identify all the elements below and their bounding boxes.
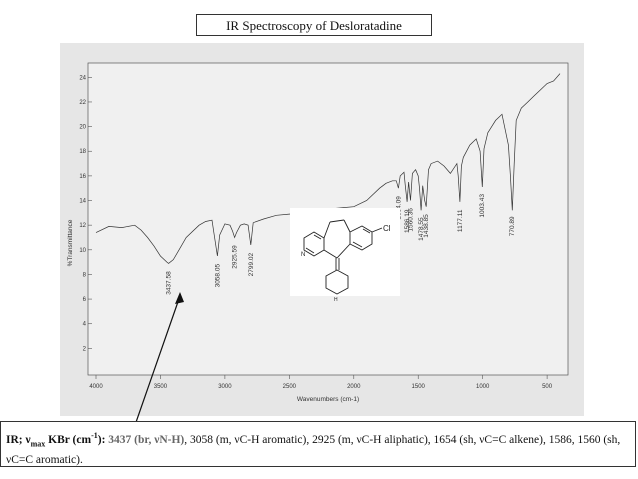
peak-label: 770.89: [509, 216, 516, 236]
peak-label: 1560.36: [407, 208, 414, 232]
peak-label: 1654.09: [395, 196, 402, 220]
structure-bonds: [303, 219, 383, 295]
caption-rest: , 3058 (m, νC-H aromatic), 2925 (m, νC-H…: [6, 433, 621, 467]
x-tick-label: 1500: [412, 384, 426, 390]
spectrum-line: [95, 73, 561, 264]
caption-kbr: KBr (cm: [45, 433, 92, 446]
peak-label: 1003.43: [479, 194, 486, 218]
caption-sub-max: max: [30, 439, 46, 449]
x-tick-label: 3000: [218, 384, 232, 390]
y-tick-label: 2: [83, 346, 87, 352]
y-tick-label: 24: [79, 75, 86, 81]
pyridine-nitrogen-label: N: [301, 252, 305, 258]
ir-spectrum-chart: 2 4 6 8 10 12 14 16 18 20 22 24 4000 3500 3000 2500 200…: [60, 43, 584, 416]
y-tick-label: 10: [79, 248, 86, 254]
peak-label: 2799.02: [248, 252, 255, 276]
piperidine-nh-label: H: [334, 297, 338, 303]
y-tick-label: 4: [83, 322, 87, 328]
y-tick-label: 18: [79, 149, 86, 155]
slide-title: IR Spectroscopy of Desloratadine: [196, 14, 432, 36]
caption-lead: IR; νmax KBr (cm-1):: [6, 431, 106, 449]
peak-label: 1438.85: [423, 214, 430, 238]
x-tick-label: 2500: [283, 384, 297, 390]
ir-caption: IR; νmax KBr (cm-1): 3437 (br, νN-H), 30…: [0, 421, 636, 467]
peak-label: 3437.58: [165, 271, 172, 295]
y-tick-label: 8: [83, 272, 87, 278]
y-axis-title: %Transmittance: [67, 219, 74, 266]
peak-label: 2925.59: [231, 245, 238, 269]
caption-nu: IR; ν: [6, 433, 31, 446]
chlorine-label: Cl: [383, 224, 391, 233]
x-tick-label: 500: [542, 384, 553, 390]
peak-label: 1478.55: [418, 217, 425, 241]
x-axis-title: Wavenumbers (cm-1): [297, 396, 359, 403]
y-tick-label: 14: [79, 199, 86, 205]
caption-highlight: 3437 (br, νN-H): [105, 433, 185, 446]
x-tick-label: 2000: [347, 384, 361, 390]
peak-labels: 3437.58 3058.05 2925.59 2799.02 1654.091586.…: [165, 194, 516, 295]
desloratadine-structure: Cl N H: [290, 208, 400, 303]
y-tick-label: 16: [79, 174, 86, 180]
y-tick-label: 12: [79, 223, 86, 229]
x-axis: 4000 3500 3000 2500 2000 1500 1000 500: [89, 375, 553, 390]
x-tick-label: 4000: [89, 384, 103, 390]
y-tick-label: 20: [79, 125, 86, 131]
peak-label: 3058.05: [214, 264, 221, 288]
x-tick-label: 3500: [154, 384, 168, 390]
x-tick-label: 1000: [476, 384, 490, 390]
caption-sup: -1: [91, 431, 98, 440]
y-tick-label: 22: [79, 100, 86, 106]
peak-label: 1586.19: [404, 209, 411, 233]
caption-colon: ):: [97, 433, 106, 446]
peak-label: 1177.11: [457, 209, 464, 232]
y-tick-label: 6: [83, 297, 87, 303]
